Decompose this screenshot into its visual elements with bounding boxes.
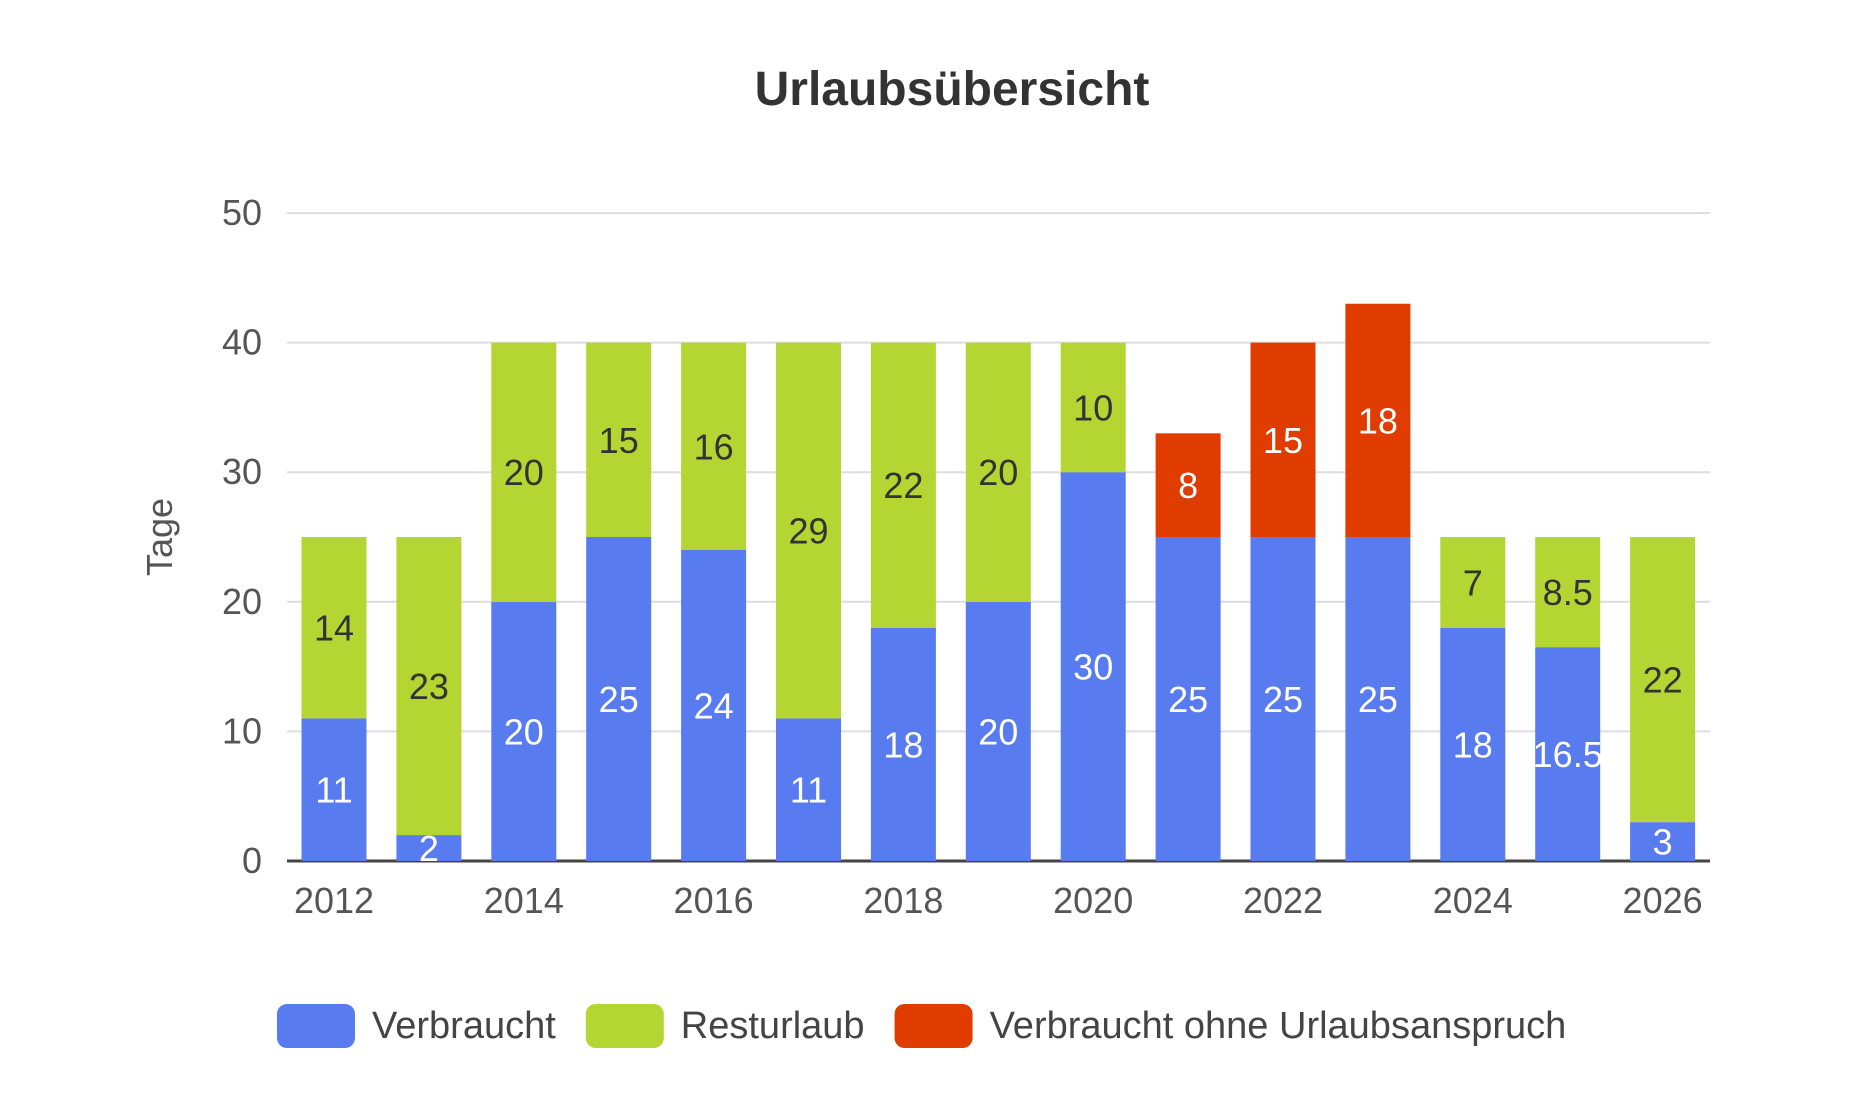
data-label: 24 (694, 685, 734, 726)
bar-segment (491, 342, 557, 602)
data-label: 23 (409, 666, 449, 707)
y-tick-label: 20 (222, 581, 262, 622)
bar-segment (681, 549, 747, 861)
x-tick-label: 2022 (1243, 880, 1323, 921)
y-tick-label: 40 (222, 322, 262, 363)
legend-label: Resturlaub (681, 1005, 865, 1047)
y-tick-label: 0 (242, 840, 262, 881)
bar-segment (965, 342, 1031, 602)
bar-segment (1440, 627, 1506, 861)
data-label: 7 (1463, 562, 1483, 603)
data-label: 14 (314, 608, 354, 649)
bar-segment (870, 342, 936, 628)
data-label: 30 (1073, 647, 1113, 688)
data-label: 20 (978, 452, 1018, 493)
data-label: 3 (1653, 822, 1673, 863)
data-label: 20 (504, 452, 544, 493)
bar-segment (1440, 537, 1506, 628)
data-label: 2 (419, 828, 439, 869)
y-axis-label: Tage (139, 498, 180, 576)
data-label: 22 (883, 465, 923, 506)
data-label: 25 (1168, 679, 1208, 720)
bar-segment (1060, 472, 1126, 861)
y-tick-label: 50 (222, 192, 262, 233)
x-tick-label: 2018 (863, 880, 943, 921)
data-label: 16 (694, 426, 734, 467)
x-tick-label: 2024 (1433, 880, 1513, 921)
x-tick-label: 2016 (674, 880, 754, 921)
bar-segment (1630, 822, 1696, 861)
data-label: 15 (599, 420, 639, 461)
bar-segment (491, 601, 557, 861)
y-tick-label: 30 (222, 451, 262, 492)
data-label: 20 (504, 711, 544, 752)
bar-segment (396, 835, 462, 861)
bar-segment (586, 342, 652, 537)
data-label: 25 (1263, 679, 1303, 720)
legend-swatch (277, 1004, 355, 1048)
bar-segment (586, 537, 652, 861)
data-label: 18 (1358, 400, 1398, 441)
bar-segment (1250, 537, 1316, 861)
data-label: 25 (1358, 679, 1398, 720)
data-label: 18 (1453, 724, 1493, 765)
bar-segment (1060, 342, 1126, 473)
data-label: 8.5 (1543, 572, 1593, 613)
bar-segment (396, 537, 462, 836)
x-tick-label: 2014 (484, 880, 564, 921)
chart-title: Urlaubsübersicht (755, 63, 1150, 116)
x-tick-label: 2026 (1623, 880, 1703, 921)
data-label: 16.5 (1533, 734, 1603, 775)
bar-segment (1535, 647, 1601, 861)
bar-segment (1155, 537, 1221, 861)
data-label: 18 (883, 724, 923, 765)
bar-segment (1345, 537, 1411, 861)
bar-segment (776, 718, 841, 861)
data-label: 22 (1643, 660, 1683, 701)
bar-segment (1250, 342, 1316, 537)
data-label: 8 (1178, 465, 1198, 506)
bar-segment (301, 718, 367, 861)
bar-segment (301, 537, 367, 719)
legend-label: Verbraucht ohne Urlaubsanspruch (990, 1005, 1567, 1047)
y-tick-label: 10 (222, 710, 262, 751)
legend-swatch (894, 1004, 973, 1048)
x-tick-label: 2012 (294, 880, 374, 921)
bar-segment (1155, 433, 1221, 537)
legend-label: Verbraucht (372, 1005, 556, 1047)
data-label: 29 (788, 511, 828, 552)
data-label: 11 (790, 770, 827, 811)
data-label: 15 (1263, 420, 1303, 461)
data-label: 11 (315, 770, 352, 811)
bar-segment (681, 342, 747, 550)
bar-segment (776, 342, 841, 719)
x-tick-label: 2020 (1053, 880, 1133, 921)
data-label: 10 (1073, 387, 1113, 428)
bar-segment (870, 627, 936, 861)
bar-segment (1630, 537, 1696, 823)
bar-segment (1345, 303, 1411, 537)
bar-segment (1535, 537, 1601, 648)
data-label: 20 (978, 711, 1018, 752)
legend-swatch (585, 1004, 664, 1048)
bar-segment (965, 601, 1031, 861)
data-label: 25 (599, 679, 639, 720)
